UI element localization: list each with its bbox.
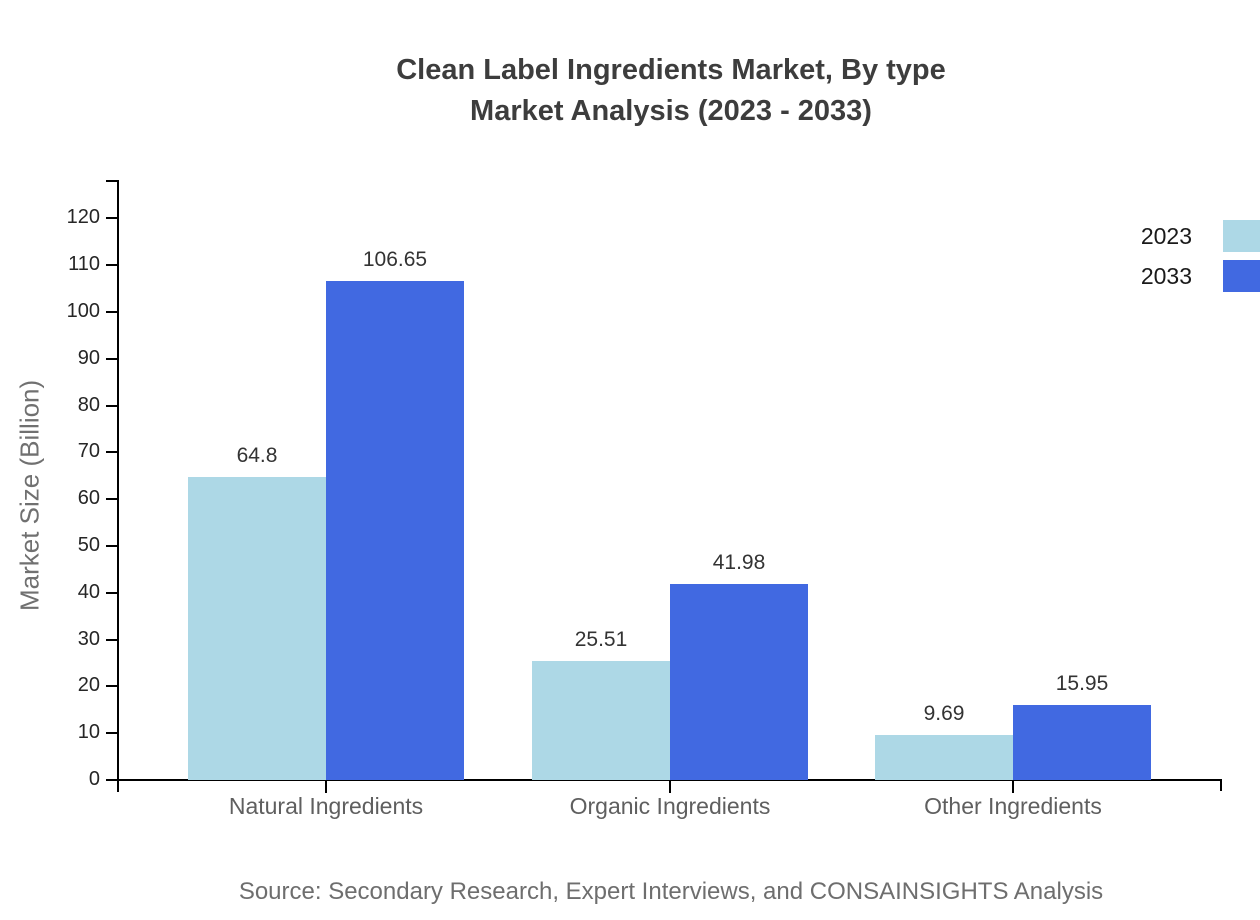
y-tick-mark xyxy=(106,498,117,500)
y-tick-mark xyxy=(106,732,117,734)
y-tick-label: 60 xyxy=(77,487,100,509)
y-tick-label: 20 xyxy=(77,674,100,696)
x-tick-mark xyxy=(1012,781,1014,793)
bar-2033 xyxy=(1013,705,1151,780)
y-tick-mark xyxy=(106,545,117,547)
chart-title-line-2: Market Analysis (2023 - 2033) xyxy=(470,95,872,127)
bar-value-label: 15.95 xyxy=(1055,672,1109,695)
bar-value-label: 9.69 xyxy=(923,702,965,725)
legend-item-2023: 2023 xyxy=(1141,220,1260,252)
y-tick-label: 70 xyxy=(77,440,100,462)
y-tick-mark xyxy=(106,358,117,360)
bar-2033 xyxy=(326,281,464,780)
legend-swatch-2033 xyxy=(1223,260,1260,292)
legend-label-2023: 2023 xyxy=(1140,222,1192,249)
y-tick-label: 40 xyxy=(77,581,100,603)
y-tick-label: 80 xyxy=(77,394,100,416)
x-tick-mark xyxy=(669,781,671,793)
bar-2023 xyxy=(188,477,326,780)
y-tick-mark xyxy=(106,264,117,266)
bar-2033 xyxy=(670,584,808,780)
y-tick-mark xyxy=(106,405,117,407)
y-tick-label: 10 xyxy=(77,721,100,743)
bar-2023 xyxy=(875,735,1013,780)
chart-title: Clean Label Ingredients Market, By type … xyxy=(120,50,1222,132)
y-tick-mark xyxy=(106,311,117,313)
bar-value-label: 41.98 xyxy=(712,551,766,574)
x-tick-mark xyxy=(325,781,327,793)
bar-value-label: 106.65 xyxy=(362,248,428,271)
y-tick-mark xyxy=(106,639,117,641)
y-tick-mark xyxy=(106,779,117,781)
y-tick-label: 90 xyxy=(77,347,100,369)
y-tick-label: 110 xyxy=(68,253,100,275)
y-tick-mark xyxy=(106,451,117,453)
x-category-label: Organic Ingredients xyxy=(569,793,771,819)
x-axis-line xyxy=(117,779,1222,781)
y-tick-mark xyxy=(106,685,117,687)
x-axis-end-cap xyxy=(1220,779,1222,791)
bar-value-label: 64.8 xyxy=(236,444,278,467)
legend-swatch-2023 xyxy=(1223,220,1260,252)
y-axis-end-cap xyxy=(106,180,118,182)
bar-2023 xyxy=(532,661,670,780)
y-tick-label: 120 xyxy=(66,206,100,228)
y-tick-label: 30 xyxy=(77,628,100,650)
y-tick-label: 50 xyxy=(77,534,100,556)
legend-label-2033: 2033 xyxy=(1140,262,1192,289)
legend-item-2033: 2033 xyxy=(1141,260,1260,292)
source-note: Source: Secondary Research, Expert Inter… xyxy=(238,878,1104,905)
y-tick-mark xyxy=(106,217,117,219)
bar-value-label: 25.51 xyxy=(574,628,628,651)
y-tick-label: 0 xyxy=(88,768,100,790)
chart-title-line-1: Clean Label Ingredients Market, By type xyxy=(396,54,946,86)
x-category-label: Natural Ingredients xyxy=(228,793,424,819)
x-category-label: Other Ingredients xyxy=(924,793,1102,819)
y-tick-label: 100 xyxy=(66,300,100,322)
legend: 2023 2033 xyxy=(1141,220,1260,300)
y-tick-mark xyxy=(106,592,117,594)
y-axis-line xyxy=(117,180,119,792)
